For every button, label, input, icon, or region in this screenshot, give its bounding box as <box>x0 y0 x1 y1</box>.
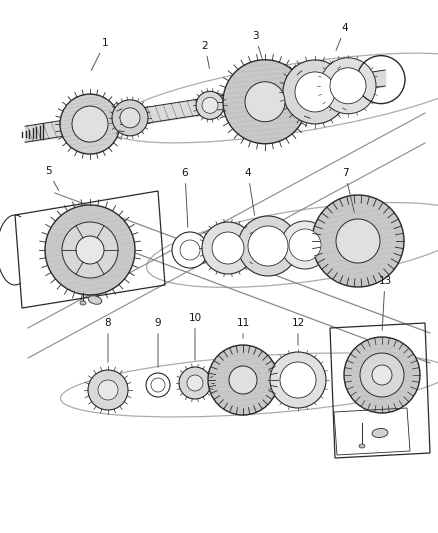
Ellipse shape <box>98 380 118 400</box>
Ellipse shape <box>196 91 224 119</box>
Ellipse shape <box>146 373 170 397</box>
Ellipse shape <box>280 362 316 398</box>
Text: 8: 8 <box>105 318 111 362</box>
Ellipse shape <box>172 232 208 268</box>
Ellipse shape <box>289 229 321 261</box>
Ellipse shape <box>212 232 244 264</box>
Text: 2: 2 <box>201 41 209 68</box>
Ellipse shape <box>295 72 335 112</box>
Text: 7: 7 <box>342 168 354 212</box>
Ellipse shape <box>238 216 298 276</box>
Ellipse shape <box>229 366 257 394</box>
Ellipse shape <box>281 221 329 269</box>
Text: 4: 4 <box>245 168 254 215</box>
Text: 10: 10 <box>188 313 201 360</box>
Text: 6: 6 <box>182 168 188 227</box>
Ellipse shape <box>202 222 254 274</box>
Ellipse shape <box>270 352 326 408</box>
Text: 9: 9 <box>155 318 161 367</box>
Ellipse shape <box>202 98 218 114</box>
Ellipse shape <box>312 195 404 287</box>
Text: 3: 3 <box>252 31 262 58</box>
Ellipse shape <box>248 226 288 266</box>
Ellipse shape <box>179 367 211 399</box>
Text: 11: 11 <box>237 318 250 338</box>
Ellipse shape <box>45 205 135 295</box>
Text: 5: 5 <box>45 166 59 191</box>
Ellipse shape <box>372 365 392 385</box>
Ellipse shape <box>120 108 140 128</box>
Ellipse shape <box>80 301 86 305</box>
Ellipse shape <box>245 82 285 122</box>
Ellipse shape <box>180 240 200 260</box>
Ellipse shape <box>208 345 278 415</box>
Ellipse shape <box>72 106 108 142</box>
Ellipse shape <box>360 353 404 397</box>
Ellipse shape <box>62 222 118 278</box>
Ellipse shape <box>112 100 148 136</box>
Ellipse shape <box>151 378 165 392</box>
Ellipse shape <box>88 370 128 410</box>
Text: 13: 13 <box>378 276 392 330</box>
Ellipse shape <box>187 375 203 391</box>
Ellipse shape <box>320 58 376 114</box>
Ellipse shape <box>359 444 365 448</box>
Text: 1: 1 <box>91 38 108 70</box>
Ellipse shape <box>223 60 307 144</box>
Text: 12: 12 <box>291 318 304 345</box>
Text: 4: 4 <box>336 23 348 51</box>
Ellipse shape <box>372 429 388 438</box>
Ellipse shape <box>88 296 102 304</box>
Ellipse shape <box>283 60 347 124</box>
Ellipse shape <box>344 337 420 413</box>
Ellipse shape <box>330 68 366 104</box>
Ellipse shape <box>336 219 380 263</box>
Ellipse shape <box>76 236 104 264</box>
Ellipse shape <box>60 94 120 154</box>
